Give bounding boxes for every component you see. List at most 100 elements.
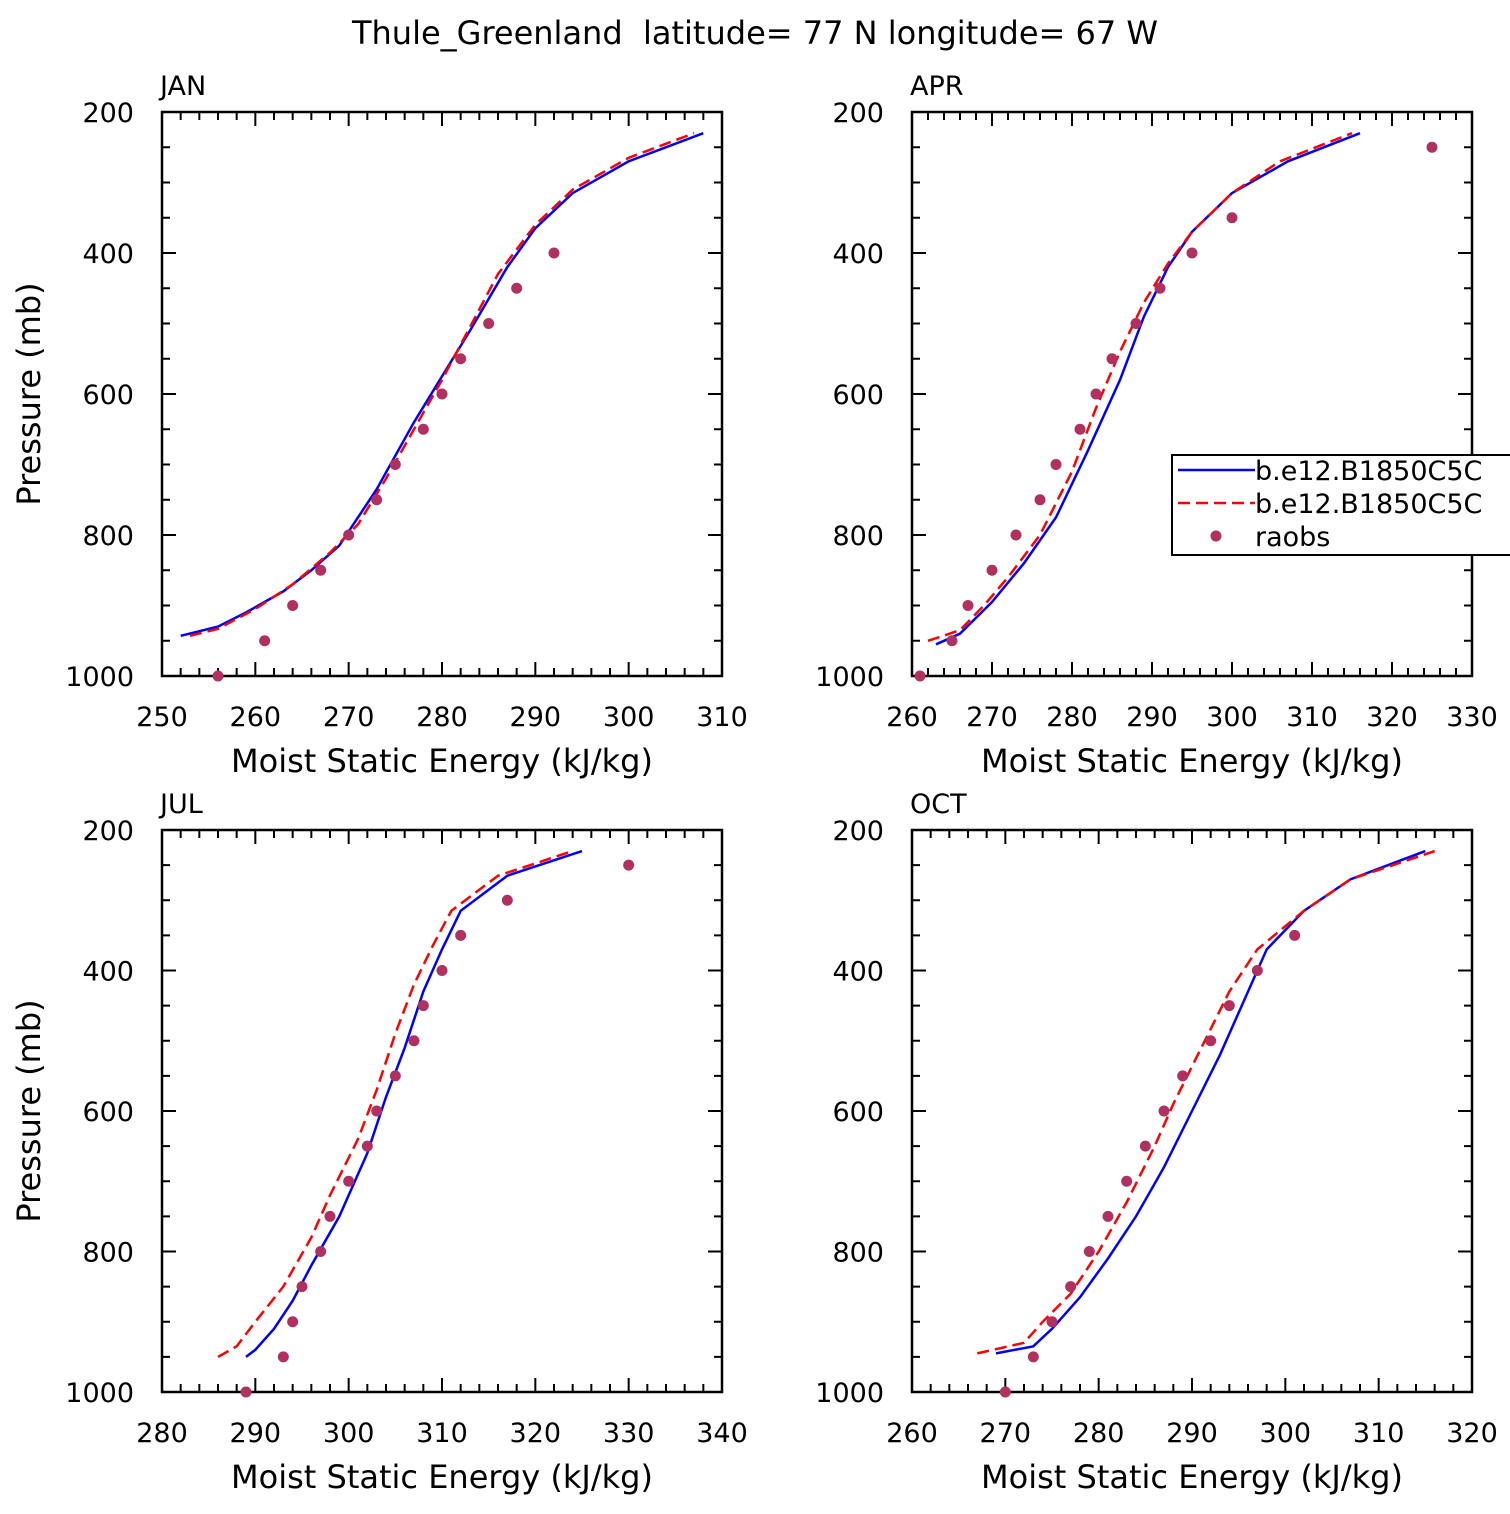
raobs-point: [1034, 494, 1046, 506]
model-dashed-line: [189, 132, 695, 638]
raobs-point: [408, 1035, 420, 1047]
model-solid-line: [245, 849, 583, 1358]
x-tick-label: 310: [1286, 702, 1338, 733]
x-tick-label: 250: [136, 702, 188, 733]
y-tick-label: 800: [832, 521, 884, 552]
y-tick-label: 200: [832, 816, 884, 847]
x-axis-label: Moist Static Energy (kJ/kg): [231, 742, 653, 780]
raobs-point: [212, 670, 224, 682]
panel-jan: 250 260 270 280 290 300 310 200 400 600 800 1000 JAN…: [10, 71, 748, 780]
raobs-point: [296, 1281, 308, 1293]
raobs-point: [277, 1351, 289, 1363]
raobs-point: [1083, 1246, 1095, 1257]
raobs-point: [287, 1316, 299, 1328]
raobs-point: [455, 929, 467, 941]
raobs-point: [1102, 1210, 1114, 1222]
x-tick-label: 290: [1126, 702, 1178, 733]
raobs-point: [259, 635, 271, 647]
y-tick-label: 1000: [65, 662, 134, 693]
y-tick-label: 400: [832, 239, 884, 270]
panel-label: OCT: [910, 789, 967, 820]
raobs-point: [1050, 459, 1062, 470]
raobs-point: [1065, 1281, 1077, 1293]
x-tick-label: 290: [230, 1418, 282, 1449]
panel-jul: 280 290 300 310 320 330 340 200 400 600 800 1000 JUL…: [10, 789, 748, 1496]
raobs-point: [1177, 1070, 1189, 1082]
x-tick-label: 320: [1446, 1418, 1498, 1449]
panel-apr: 260 270 280 290 300 310 320 330 200 400 600 800 1000…: [815, 71, 1497, 780]
raobs-point: [343, 529, 355, 541]
x-tick-label: 310: [1353, 1418, 1405, 1449]
raobs-point: [999, 1386, 1011, 1398]
raobs-point: [1106, 353, 1118, 365]
raobs-point: [1223, 1000, 1235, 1012]
model-dashed-line: [977, 849, 1436, 1355]
model-solid-line: [935, 132, 1361, 646]
raobs-point: [986, 564, 998, 576]
x-tick-label: 320: [510, 1418, 562, 1449]
raobs-point: [1158, 1105, 1170, 1117]
raobs-point: [417, 423, 429, 435]
panel-label: JUL: [158, 789, 203, 820]
x-tick-label: 310: [696, 702, 748, 733]
y-tick-label: 200: [82, 816, 134, 847]
raobs-point: [371, 494, 383, 506]
y-axis-label: Pressure (mb): [10, 282, 48, 505]
raobs-point: [1121, 1175, 1133, 1187]
y-tick-label: 600: [82, 1097, 134, 1128]
raobs-point: [436, 965, 448, 976]
raobs-point: [1205, 1035, 1217, 1047]
raobs-point: [1010, 529, 1022, 541]
x-tick-label: 310: [416, 1418, 468, 1449]
raobs-point: [343, 1175, 355, 1187]
raobs-point: [501, 894, 513, 906]
raobs-point: [1139, 1140, 1151, 1152]
raobs-point: [455, 353, 467, 365]
legend-label: raobs: [1255, 522, 1330, 553]
y-tick-label: 800: [82, 521, 134, 552]
panel-label: JAN: [158, 71, 206, 102]
raobs-point: [483, 318, 495, 329]
legend-label: b.e12.B1850C5C: [1255, 456, 1482, 487]
y-tick-label: 400: [82, 239, 134, 270]
legend-label: b.e12.B1850C5C: [1255, 489, 1482, 520]
y-tick-label: 200: [82, 98, 134, 129]
raobs-point: [287, 600, 299, 611]
raobs-point: [315, 1246, 327, 1257]
y-tick-label: 400: [832, 957, 884, 988]
x-tick-label: 270: [966, 702, 1018, 733]
x-tick-label: 290: [1166, 1418, 1218, 1449]
x-tick-label: 330: [1446, 702, 1498, 733]
raobs-point: [1154, 282, 1166, 294]
y-tick-label: 600: [832, 380, 884, 411]
x-tick-label: 290: [510, 702, 562, 733]
y-tick-label: 600: [82, 380, 134, 411]
raobs-point: [1251, 965, 1263, 976]
y-tick-label: 1000: [65, 1378, 134, 1409]
x-tick-label: 280: [416, 702, 468, 733]
y-tick-label: 800: [832, 1238, 884, 1269]
raobs-point: [240, 1386, 252, 1398]
panel-label: APR: [910, 71, 964, 102]
raobs-point: [1426, 141, 1438, 153]
y-tick-label: 1000: [815, 1378, 884, 1409]
raobs-point: [315, 564, 327, 576]
x-tick-label: 260: [230, 702, 282, 733]
x-tick-label: 320: [1366, 702, 1418, 733]
y-tick-label: 200: [832, 98, 884, 129]
raobs-point: [1226, 212, 1238, 224]
x-tick-label: 280: [1073, 1418, 1125, 1449]
raobs-point: [1074, 423, 1086, 435]
x-tick-label: 340: [696, 1418, 748, 1449]
x-tick-label: 280: [136, 1418, 188, 1449]
raobs-point: [623, 859, 635, 871]
legend-swatch-marker: [1210, 530, 1222, 542]
x-tick-label: 300: [603, 702, 655, 733]
x-tick-label: 260: [886, 1418, 938, 1449]
raobs-point: [1046, 1316, 1058, 1328]
x-axis-label: Moist Static Energy (kJ/kg): [981, 1458, 1403, 1496]
x-tick-label: 270: [980, 1418, 1032, 1449]
